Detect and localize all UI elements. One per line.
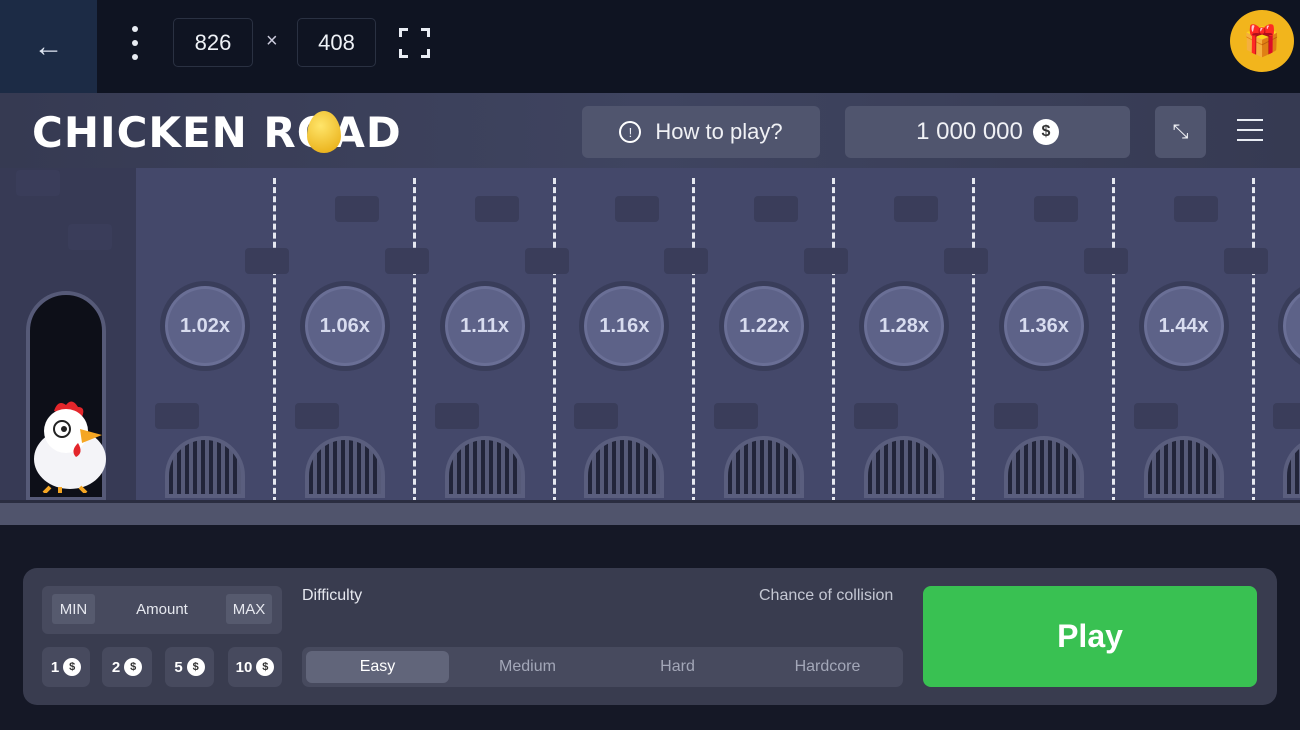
chip-value: 5 bbox=[174, 658, 183, 676]
wall-brick bbox=[1034, 196, 1078, 222]
wall-brick bbox=[1133, 403, 1178, 429]
wall-brick bbox=[1223, 248, 1268, 274]
play-button[interactable]: Play bbox=[923, 586, 1257, 687]
amount-input[interactable]: MIN Amount MAX bbox=[42, 586, 282, 634]
wall-brick bbox=[335, 196, 379, 222]
expand-button[interactable]: ⤡ bbox=[1155, 106, 1206, 158]
chip-value: 1 bbox=[50, 658, 60, 676]
wall-brick bbox=[384, 248, 429, 274]
sewer-grate bbox=[1283, 436, 1300, 498]
wall-brick bbox=[1083, 248, 1128, 274]
lane-divider bbox=[832, 178, 836, 503]
times-sign: × bbox=[266, 30, 278, 52]
wall-brick bbox=[894, 196, 939, 222]
wall-brick bbox=[294, 403, 339, 429]
collision-chance-label: Chance of collision bbox=[759, 587, 894, 604]
difficulty-hardcore[interactable]: Hardcore bbox=[794, 658, 861, 675]
multiplier-badge[interactable]: 1.22x bbox=[719, 281, 810, 371]
chip-10-button[interactable]: 10 $ bbox=[228, 647, 282, 687]
gift-icon: 🎁 bbox=[1243, 24, 1281, 58]
wall-brick bbox=[944, 248, 988, 274]
wall-brick bbox=[714, 403, 759, 429]
dollar-coin-icon: $ bbox=[1032, 119, 1059, 145]
wall-brick bbox=[754, 196, 799, 222]
menu-icon[interactable] bbox=[1237, 119, 1263, 141]
lane-divider bbox=[1251, 178, 1255, 503]
dollar-coin-icon: $ bbox=[63, 658, 82, 676]
lane-divider bbox=[412, 178, 416, 503]
gift-button[interactable]: 🎁 bbox=[1230, 10, 1294, 72]
logo: CHICKEN ROAD bbox=[32, 108, 402, 157]
info-icon: ! bbox=[619, 121, 642, 143]
balance-value: 1 000 000 bbox=[916, 118, 1023, 145]
lane-divider bbox=[273, 178, 276, 503]
multiplier-badge[interactable] bbox=[1278, 281, 1300, 371]
sewer-grate bbox=[304, 436, 385, 498]
wall-brick bbox=[474, 196, 519, 222]
dollar-coin-icon: $ bbox=[186, 658, 205, 676]
balance-display: 1 000 000 $ bbox=[845, 106, 1130, 158]
chip-5-button[interactable]: 5 $ bbox=[165, 647, 214, 687]
chip-value: 10 bbox=[235, 658, 253, 676]
dollar-coin-icon: $ bbox=[124, 658, 143, 676]
dollar-coin-icon: $ bbox=[256, 658, 275, 676]
multiplier-badge[interactable]: 1.11x bbox=[439, 281, 530, 371]
sewer-grate bbox=[584, 436, 665, 498]
sewer-grate bbox=[724, 436, 805, 498]
wall-brick bbox=[524, 248, 569, 274]
wall-brick bbox=[1173, 196, 1218, 222]
multiplier-badge[interactable]: 1.36x bbox=[998, 281, 1089, 371]
egg-icon bbox=[307, 111, 341, 153]
sewer-grate bbox=[444, 436, 525, 498]
sewer-grate bbox=[165, 436, 245, 498]
sewer-grate bbox=[1143, 436, 1224, 498]
wall-brick bbox=[155, 403, 199, 429]
chip-value: 2 bbox=[111, 658, 121, 676]
wall-brick bbox=[664, 248, 709, 274]
chip-2-button[interactable]: 2 $ bbox=[102, 647, 152, 687]
difficulty-hard[interactable]: Hard bbox=[660, 658, 695, 675]
multiplier-badge[interactable]: 1.16x bbox=[579, 281, 670, 371]
difficulty-medium[interactable]: Medium bbox=[499, 658, 556, 675]
road-curb bbox=[0, 500, 1300, 525]
how-to-play-label: How to play? bbox=[655, 119, 783, 144]
how-to-play-button[interactable]: ! How to play? bbox=[582, 106, 820, 158]
sewer-grate bbox=[1003, 436, 1084, 498]
wall-brick bbox=[1273, 403, 1300, 429]
height-input[interactable]: 408 bbox=[297, 18, 376, 67]
arrow-left-icon: ← bbox=[33, 29, 64, 63]
multiplier-badge[interactable]: 1.02x bbox=[160, 281, 250, 371]
multiplier-badge[interactable]: 1.28x bbox=[859, 281, 949, 371]
difficulty-label: Difficulty bbox=[302, 587, 363, 604]
expand-icon: ⤡ bbox=[1172, 120, 1189, 143]
amount-label[interactable]: Amount bbox=[136, 601, 188, 618]
min-button[interactable]: MIN bbox=[52, 594, 95, 624]
top-toolbar: ← 826 × 408 🎁 bbox=[0, 0, 1300, 93]
back-button[interactable]: ← bbox=[0, 0, 97, 93]
lane-divider bbox=[1111, 178, 1115, 503]
wall-brick bbox=[574, 403, 619, 429]
wall-brick bbox=[245, 248, 289, 274]
lane-divider bbox=[552, 178, 556, 503]
wall-brick bbox=[614, 196, 659, 222]
wall-brick bbox=[804, 248, 849, 274]
lane-divider bbox=[972, 178, 975, 503]
chicken-icon bbox=[34, 401, 106, 493]
wall-brick bbox=[434, 403, 479, 429]
multiplier-badge[interactable]: 1.44x bbox=[1138, 281, 1229, 371]
difficulty-easy[interactable]: Easy bbox=[306, 651, 449, 683]
wall-brick bbox=[854, 403, 898, 429]
max-button[interactable]: MAX bbox=[226, 594, 272, 624]
lane-divider bbox=[692, 178, 696, 503]
sewer-grate bbox=[864, 436, 944, 498]
difficulty-selector: Easy Medium Hard Hardcore bbox=[302, 647, 903, 687]
wall-brick bbox=[993, 403, 1038, 429]
more-options-icon[interactable] bbox=[124, 26, 146, 60]
fullscreen-icon[interactable] bbox=[398, 27, 431, 59]
chip-1-button[interactable]: 1 $ bbox=[42, 647, 90, 687]
multiplier-badge[interactable]: 1.06x bbox=[299, 281, 390, 371]
width-input[interactable]: 826 bbox=[173, 18, 253, 67]
game-board: 1.02x 1.06x 1.11x 1.16x 1.22x 1.28x 1.36x 1.44x bbox=[0, 168, 1300, 525]
